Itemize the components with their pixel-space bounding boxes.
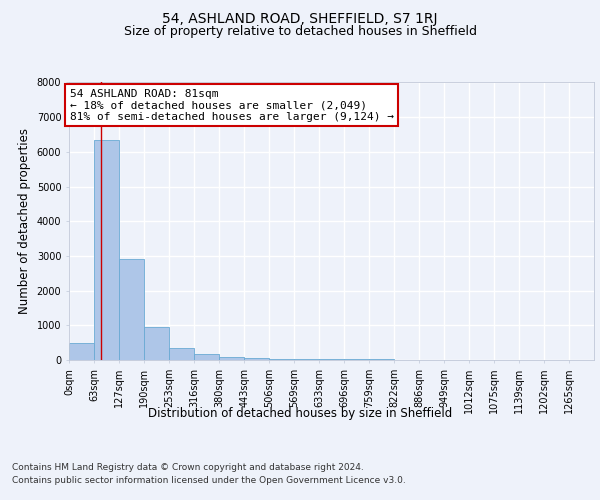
Y-axis label: Number of detached properties: Number of detached properties bbox=[18, 128, 31, 314]
Text: 54, ASHLAND ROAD, SHEFFIELD, S7 1RJ: 54, ASHLAND ROAD, SHEFFIELD, S7 1RJ bbox=[162, 12, 438, 26]
Bar bbox=[194, 354, 219, 360]
Text: Contains HM Land Registry data © Crown copyright and database right 2024.: Contains HM Land Registry data © Crown c… bbox=[12, 462, 364, 471]
Bar bbox=[319, 359, 344, 360]
Bar bbox=[69, 342, 94, 360]
Text: Size of property relative to detached houses in Sheffield: Size of property relative to detached ho… bbox=[124, 25, 476, 38]
Text: Contains public sector information licensed under the Open Government Licence v3: Contains public sector information licen… bbox=[12, 476, 406, 485]
Bar bbox=[94, 140, 119, 360]
Bar bbox=[119, 260, 144, 360]
Bar bbox=[169, 348, 194, 360]
Bar bbox=[294, 359, 319, 360]
Bar bbox=[269, 358, 294, 360]
Bar bbox=[219, 356, 244, 360]
Bar bbox=[144, 327, 169, 360]
Text: 54 ASHLAND ROAD: 81sqm
← 18% of detached houses are smaller (2,049)
81% of semi-: 54 ASHLAND ROAD: 81sqm ← 18% of detached… bbox=[70, 88, 394, 122]
Bar bbox=[244, 358, 269, 360]
Text: Distribution of detached houses by size in Sheffield: Distribution of detached houses by size … bbox=[148, 408, 452, 420]
